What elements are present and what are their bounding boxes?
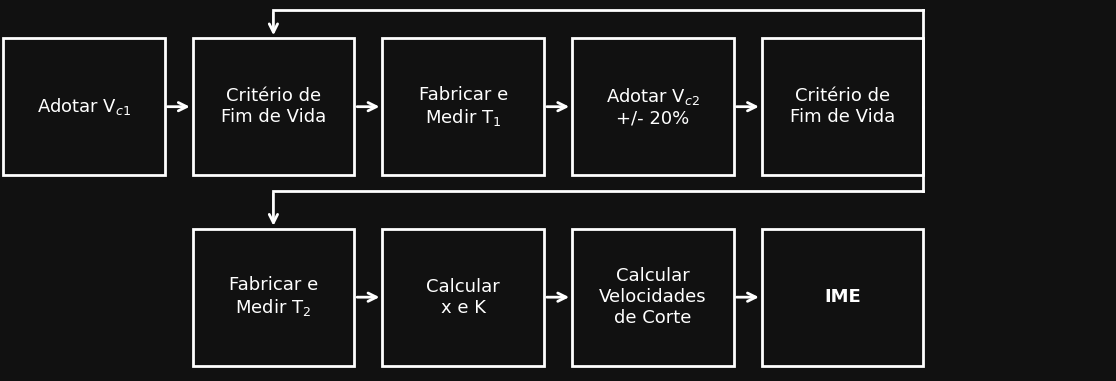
FancyBboxPatch shape [382, 38, 543, 175]
FancyBboxPatch shape [761, 229, 924, 366]
Text: Critério de
Fim de Vida: Critério de Fim de Vida [790, 87, 895, 126]
FancyBboxPatch shape [571, 229, 734, 366]
Text: Calcular
Velocidades
de Corte: Calcular Velocidades de Corte [599, 267, 706, 327]
FancyBboxPatch shape [3, 38, 165, 175]
FancyBboxPatch shape [382, 229, 543, 366]
FancyBboxPatch shape [192, 229, 355, 366]
FancyBboxPatch shape [571, 38, 734, 175]
Text: IME: IME [825, 288, 860, 306]
Text: Adotar V$_{c1}$: Adotar V$_{c1}$ [37, 96, 131, 117]
Text: Fabricar e
Medir T$_1$: Fabricar e Medir T$_1$ [418, 86, 508, 128]
FancyBboxPatch shape [192, 38, 355, 175]
FancyBboxPatch shape [761, 38, 924, 175]
Text: Adotar V$_{c2}$
+/- 20%: Adotar V$_{c2}$ +/- 20% [606, 86, 700, 128]
Text: Critério de
Fim de Vida: Critério de Fim de Vida [221, 87, 326, 126]
Text: Calcular
x e K: Calcular x e K [426, 278, 500, 317]
Text: Fabricar e
Medir T$_2$: Fabricar e Medir T$_2$ [229, 276, 318, 318]
